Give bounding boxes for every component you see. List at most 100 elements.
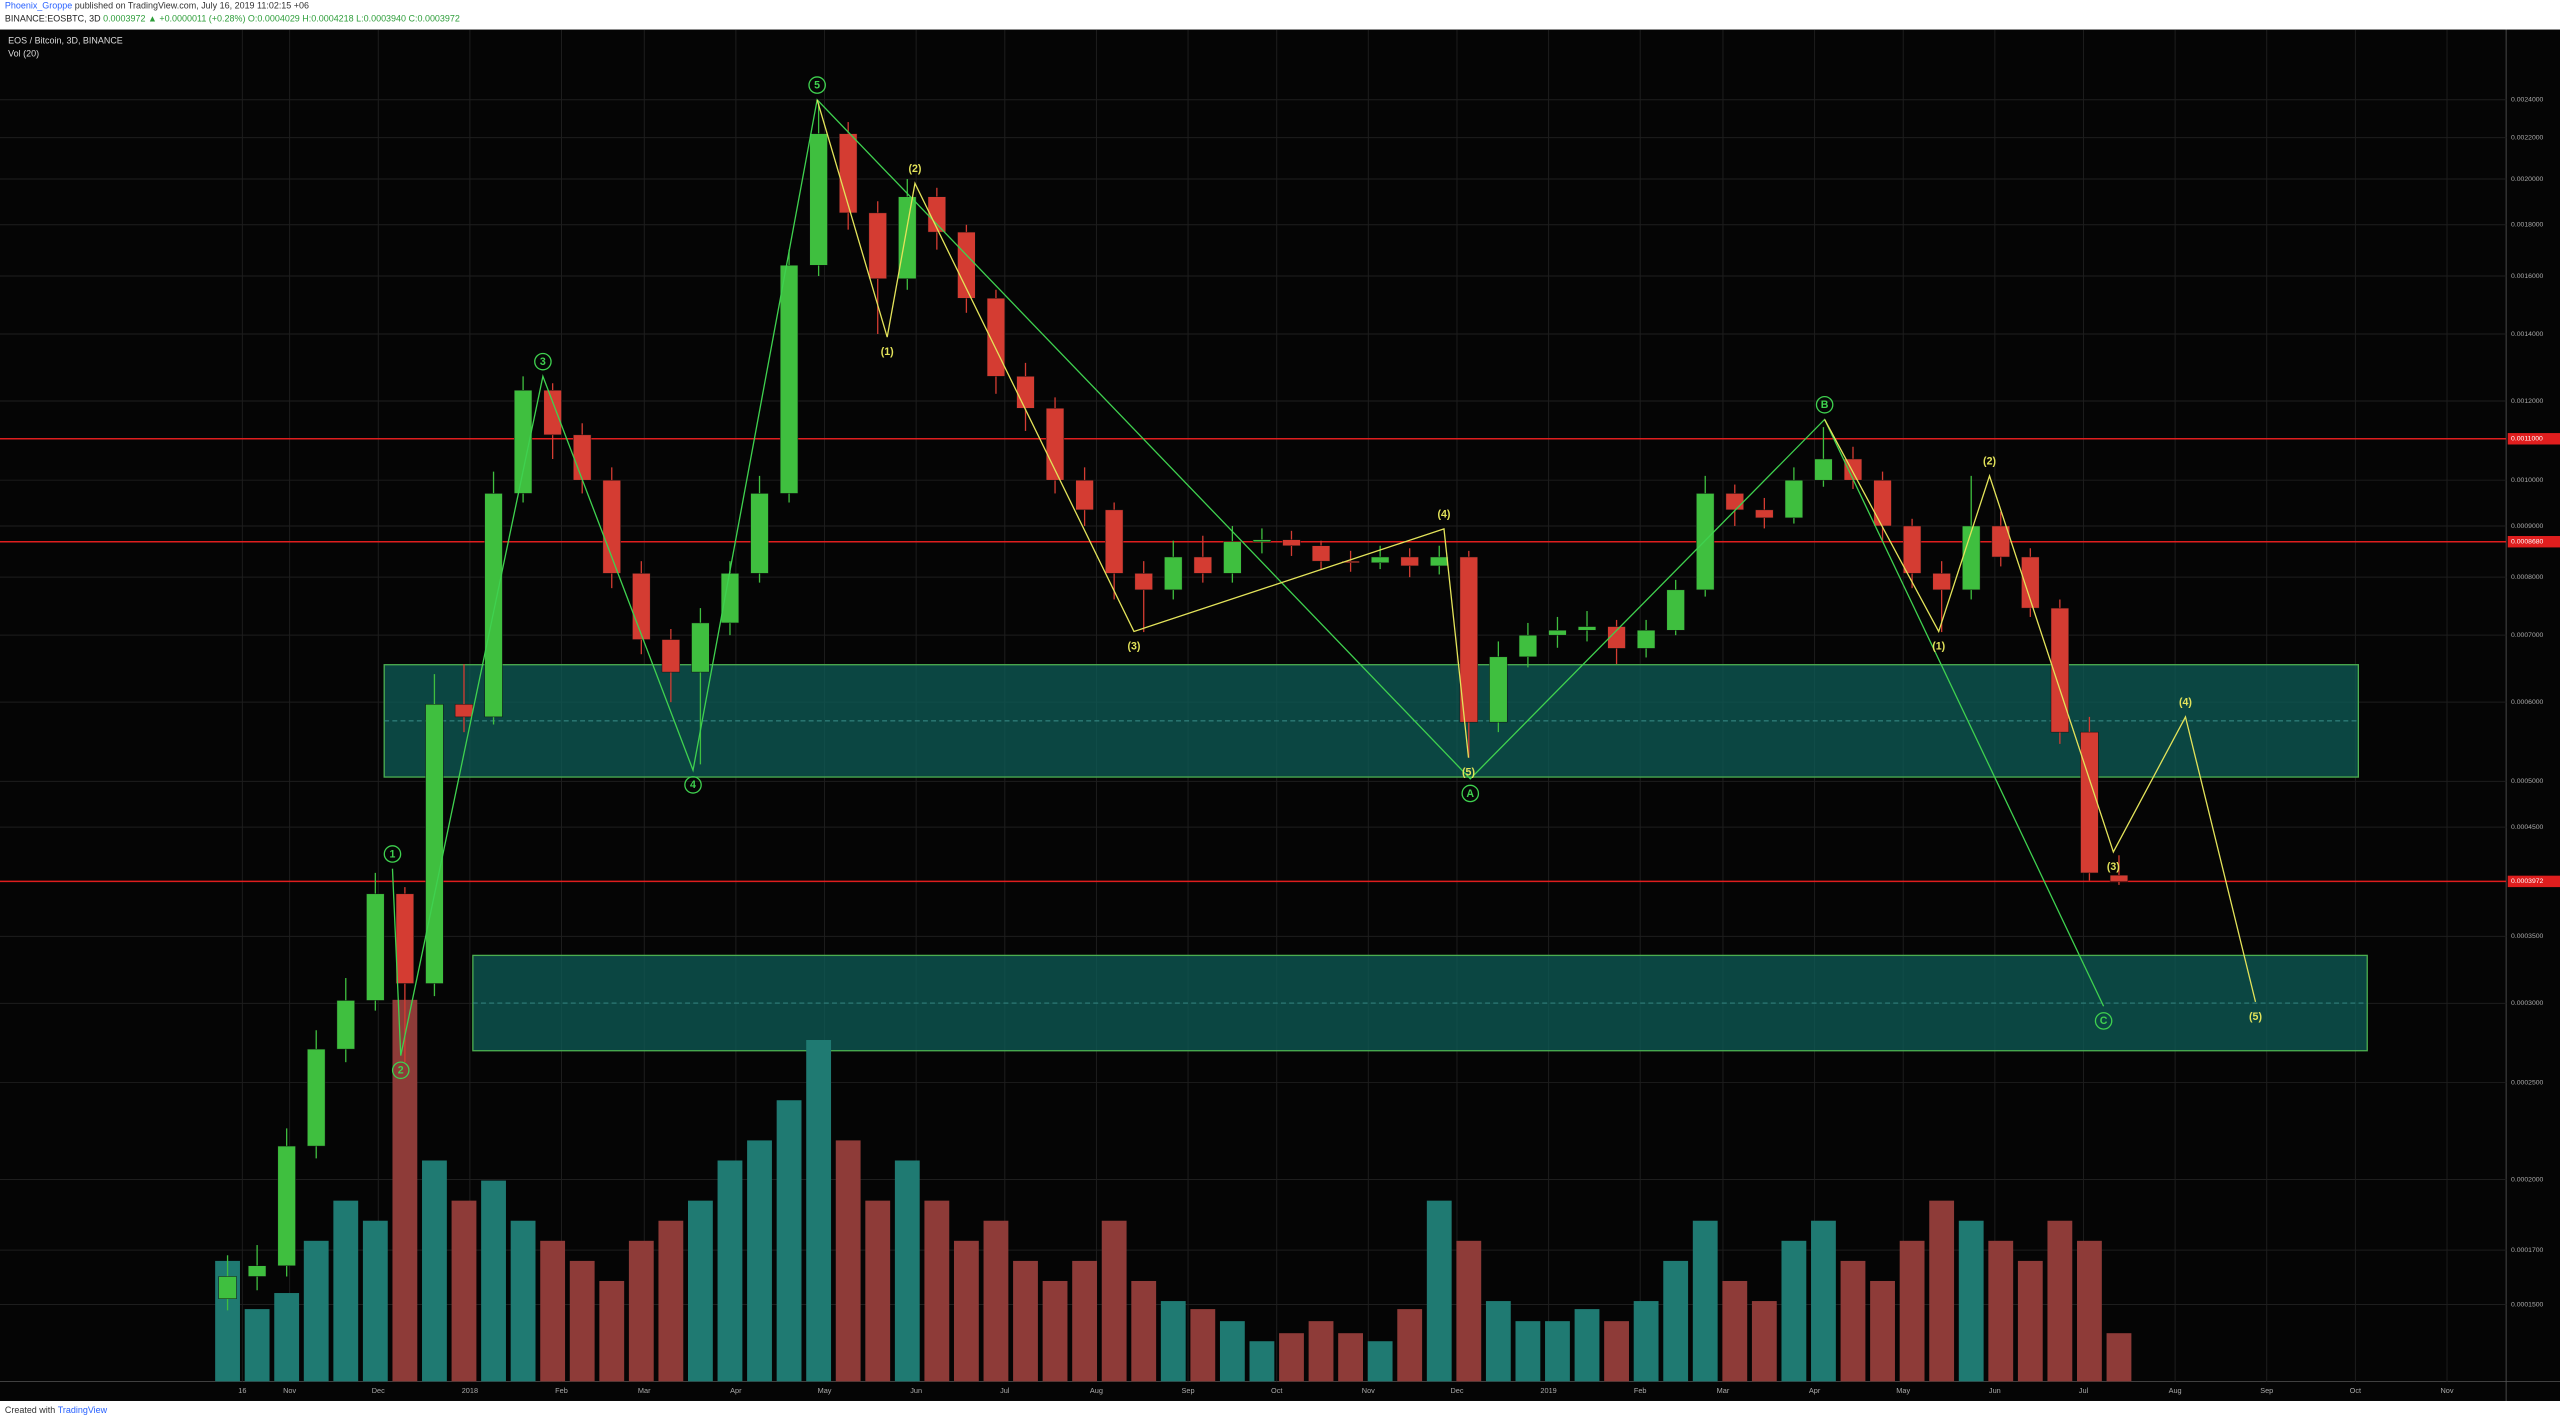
candle-body: [602, 479, 621, 574]
volume-bar: [244, 1309, 270, 1382]
candle-body: [1371, 556, 1390, 563]
wave-label: (3): [1127, 640, 1140, 652]
x-tick-label: Dec: [1450, 1386, 1463, 1395]
y-tick-label: 0.0022000: [2511, 134, 2544, 141]
volume-bar: [865, 1200, 891, 1382]
candle-body: [957, 231, 976, 299]
published: published on TradingView.com, July 16, 2…: [75, 1, 309, 11]
wave-circle: [684, 776, 702, 794]
wave-label: A: [1466, 788, 1474, 800]
candle-body: [2109, 874, 2129, 882]
candle-body: [1666, 589, 1685, 631]
wave-label: 2: [398, 1065, 404, 1077]
volume-bar: [835, 1140, 861, 1382]
wave-label: (2): [908, 163, 921, 175]
x-tick-label: 2018: [462, 1386, 478, 1395]
volume-bar: [1101, 1220, 1127, 1382]
footer-brand[interactable]: TradingView: [58, 1405, 108, 1415]
wave-label: C: [2100, 1015, 2108, 1027]
candle-body: [809, 133, 828, 266]
x-tick-label: Aug: [2169, 1386, 2182, 1395]
x-tick-label: Dec: [372, 1386, 385, 1395]
wave-label: (4): [2179, 696, 2192, 708]
y-tick-label: 0.0009000: [2511, 523, 2544, 530]
volume-bar: [747, 1140, 772, 1382]
wave-label: (3): [2107, 861, 2120, 873]
candle-body: [1577, 626, 1597, 631]
volume-bar: [1279, 1333, 1304, 1382]
candle-body: [425, 704, 444, 984]
wave-line: [1824, 419, 2257, 1003]
volume-bar: [924, 1200, 950, 1382]
level-badge: [2507, 875, 2560, 888]
y-tick-label: 0.0014000: [2511, 331, 2544, 338]
volume-bar: [362, 1220, 388, 1382]
wave-circle: [2094, 1012, 2113, 1030]
candle-body: [2021, 556, 2040, 609]
wave-label: 4: [690, 779, 696, 791]
grid: [0, 29, 2507, 1382]
candle-body: [1932, 573, 1951, 591]
x-tick-label: Feb: [555, 1386, 568, 1395]
volume-bar: [628, 1240, 654, 1382]
wave-circle: [383, 845, 402, 863]
x-tick-label: Mar: [1717, 1386, 1730, 1395]
candle-body: [1902, 525, 1922, 574]
level-badge: [2507, 535, 2560, 548]
candle-body: [1400, 556, 1419, 567]
wave-label: (1): [1932, 640, 1945, 652]
level-badge: [2507, 433, 2560, 445]
y-tick-label: 0.0005000: [2511, 778, 2544, 785]
author[interactable]: Phoenix_Groppe: [5, 1, 72, 11]
candle-body: [218, 1276, 237, 1300]
candle-body: [1518, 634, 1538, 658]
level-label: 0.0008680: [2511, 539, 2544, 546]
volume-bar: [658, 1220, 684, 1382]
volume-bar: [1574, 1309, 1600, 1382]
candle-body: [1016, 376, 1035, 409]
x-tick-label: Apr: [730, 1386, 742, 1395]
volume-bar: [1751, 1301, 1777, 1382]
candle-body: [691, 622, 710, 673]
candle-body: [277, 1145, 296, 1266]
x-tick-label: Nov: [2440, 1386, 2453, 1395]
x-tick-label: Feb: [1634, 1386, 1647, 1395]
level-label: 0.0003972: [2511, 878, 2544, 885]
axes: 0.0024000 0.0022000 0.0020000 0.0018000 0.00…: [238, 97, 2543, 1396]
candle-body: [632, 573, 651, 640]
volume-bar: [510, 1220, 536, 1382]
volume-bar: [894, 1160, 920, 1382]
volume-legend: Vol (20): [8, 48, 39, 58]
candle-body: [1962, 525, 1981, 591]
y-tick-label: 0.0020000: [2511, 176, 2544, 183]
candle-body: [1991, 525, 2010, 558]
candle-body: [307, 1048, 326, 1147]
wave-circle: [808, 76, 826, 94]
volume-bar: [1485, 1301, 1511, 1382]
volume-bar: [1988, 1240, 2014, 1382]
wave-label: 5: [814, 79, 820, 91]
volume-bar: [776, 1100, 802, 1382]
candle-body: [1252, 539, 1272, 542]
wave-label: B: [1821, 399, 1829, 411]
candle-body: [1784, 479, 1803, 519]
chart-title: EOS / Bitcoin, 3D, BINANCE: [8, 35, 123, 45]
volume-bar: [717, 1160, 743, 1382]
candle-body: [395, 893, 414, 984]
x-tick-label: May: [818, 1386, 832, 1395]
symbol-line: BINANCE:EOSBTC, 3D 0.0003972 ▲ +0.000001…: [5, 14, 460, 24]
volume-bar: [1633, 1301, 1659, 1382]
candle-body: [1282, 539, 1301, 546]
wave-circle: [534, 352, 552, 371]
candle-body: [1193, 556, 1212, 574]
volume-bar: [451, 1200, 477, 1382]
volume-bar: [1308, 1321, 1334, 1382]
y-tick-label: 0.0010000: [2511, 477, 2544, 484]
volume-bar: [1013, 1260, 1038, 1382]
volume-bar: [1426, 1200, 1452, 1382]
wave-label: (1): [881, 346, 894, 358]
volume-bar: [1870, 1280, 1895, 1382]
x-tick-label: May: [1896, 1386, 1910, 1395]
